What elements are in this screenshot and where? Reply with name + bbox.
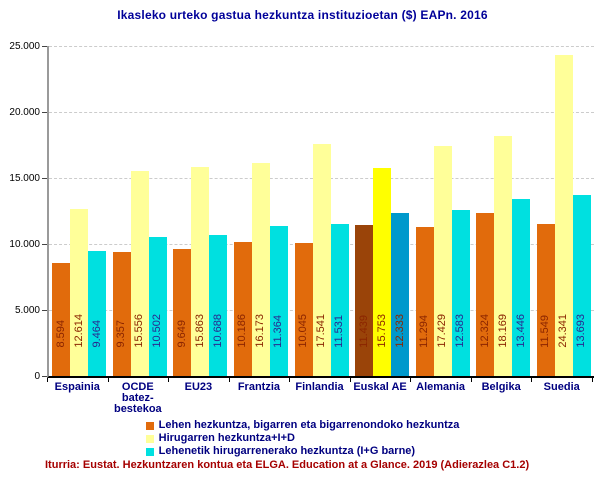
x-axis-category-line: EU23 [184,381,213,393]
bar [355,225,374,376]
source-note: Iturria: Eustat. Hezkuntzaren kontua eta… [45,459,530,471]
bar [269,226,288,376]
bar [148,237,167,376]
x-axis-category-label: EU23 [168,382,229,393]
y-tick-label: 15.000 [9,173,40,184]
x-axis-category-line: Euskal AE [353,381,407,393]
x-tick [531,378,533,382]
legend-item: Lehen hezkuntza, bigarren eta bigarrenon… [145,419,460,432]
y-tick-label: 10.000 [9,239,40,250]
y-tick-label: 20.000 [9,107,40,118]
bar [391,213,410,376]
bar [433,146,452,376]
x-axis-category-line: Belgika [481,381,521,393]
bar [191,167,210,376]
x-axis-category-line: Frantzia [237,381,281,393]
bar [112,252,131,376]
bar [330,224,349,376]
bar [70,209,89,376]
legend-item-label: Hirugarren hezkuntza+I+D [158,432,295,444]
bar [88,251,107,376]
x-axis-category-line: bestekoa [113,403,162,415]
bar [536,224,555,376]
legend-item: Lehenetik hirugarrenerako hezkuntza (I+G… [145,445,460,458]
gridline [49,46,594,47]
x-axis-category-label: Belgika [471,382,532,393]
legend: Lehen hezkuntza, bigarren eta bigarrenon… [0,419,605,458]
legend-swatch [145,447,154,456]
y-tick [42,46,47,47]
bar [476,213,495,376]
legend-swatch [145,421,154,430]
legend-item-label: Lehen hezkuntza, bigarren eta bigarrenon… [158,419,460,431]
x-axis-category-line: Suedia [543,381,580,393]
y-tick [42,112,47,113]
x-tick [228,378,230,382]
x-axis-category-line: Finlandia [295,381,344,393]
bar [209,235,228,376]
x-tick [168,378,170,382]
legend-item: Hirugarren hezkuntza+I+D [145,432,460,445]
bar [415,227,434,376]
x-axis-category-label: Espainia [47,382,108,393]
y-tick-label: 25.000 [9,41,40,52]
x-axis-labels: Espainia OCDE batez-bestekoa EU23 Frantzia Fi… [47,382,592,422]
plot-area: 8.594 9.357 9.649 10.186 10.045 11.439 11.294 1… [47,46,594,378]
x-axis-category-label: Suedia [531,382,592,393]
x-axis-category-line: Espainia [54,381,100,393]
y-tick-label: 5.000 [14,305,40,316]
x-tick [107,378,109,382]
y-tick-label: 0 [34,371,40,382]
y-tick [42,310,47,311]
x-tick [592,378,593,382]
x-axis-category-line: Alemania [416,381,466,393]
bar [52,263,71,376]
bar [312,144,331,376]
bar [373,168,392,376]
y-tick [42,244,47,245]
x-axis-category-label: Frantzia [229,382,290,393]
legend-item-label: Lehenetik hirugarrenerako hezkuntza (I+G… [158,445,416,457]
x-axis-category-label: Alemania [410,382,471,393]
x-axis-category-line: OCDE [121,381,154,393]
x-axis-category-label: OCDE batez-bestekoa [108,382,169,415]
x-tick [470,378,472,382]
x-axis-category-label: Euskal AE [350,382,411,393]
x-axis-category-label: Finlandia [289,382,350,393]
bar [233,242,252,376]
y-tick [42,178,47,179]
bar [554,55,573,376]
chart-title: Ikasleko urteko gastua hezkuntza institu… [117,8,488,22]
bar [512,199,531,376]
gridline [49,112,594,113]
x-axis-category-line: batez- [121,392,154,404]
bar [572,195,591,376]
bar [451,210,470,376]
bar [130,171,149,376]
bar [494,136,513,376]
x-tick [289,378,291,382]
y-tick [42,376,47,377]
x-tick [349,378,351,382]
bar [294,243,313,376]
x-tick [47,378,48,382]
bar [173,249,192,376]
bar [251,163,270,376]
x-tick [410,378,412,382]
legend-swatch [145,434,154,443]
